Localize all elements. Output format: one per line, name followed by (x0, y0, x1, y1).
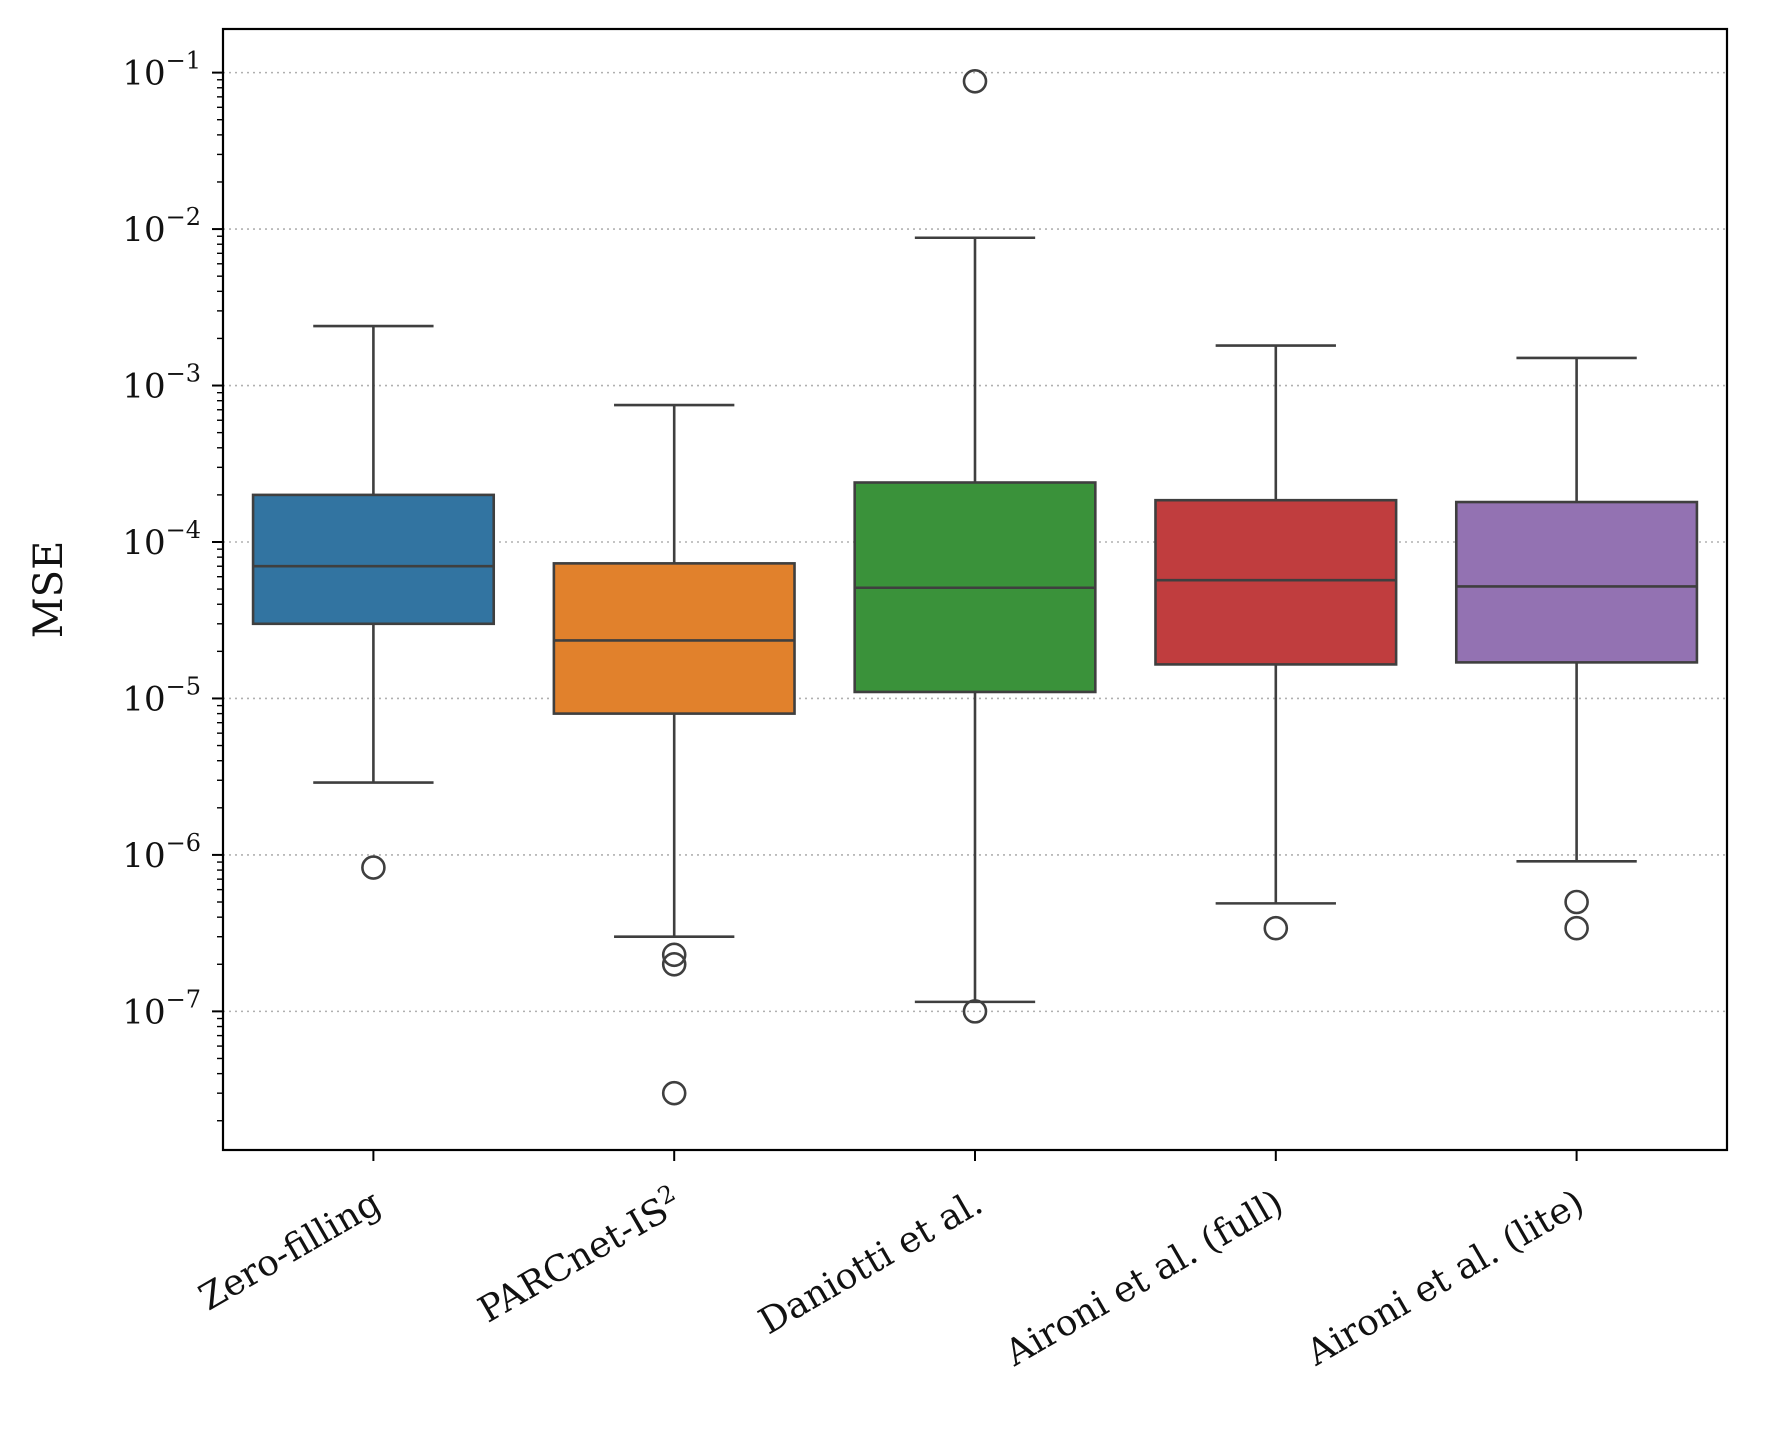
iqr-box (552, 562, 796, 715)
y-tick-label: 10−4 (122, 516, 201, 563)
outlier-point (1564, 915, 1589, 941)
y-tick-label: 10−2 (122, 203, 201, 250)
outlier-point (1564, 889, 1589, 915)
y-tick-label: 10−3 (122, 360, 201, 407)
x-category-label: Daniotti et al. (752, 1182, 989, 1343)
box-aironi-et-al-full- (1154, 344, 1398, 941)
y-tick-label: 10−7 (122, 985, 201, 1032)
y-tick-label: 10−5 (122, 672, 201, 719)
outlier-point (962, 999, 988, 1024)
box-parcnet-is (552, 403, 796, 1106)
iqr-box (1154, 498, 1398, 666)
box-aironi-et-al-lite- (1454, 356, 1699, 941)
x-category-label: PARCnet-IS2 (470, 1179, 689, 1331)
outlier-point (962, 68, 988, 94)
iqr-box (1454, 500, 1699, 664)
outlier-point (661, 951, 687, 977)
y-axis-label: MSE (26, 541, 72, 639)
x-category-label: Aironi et al. (full) (998, 1182, 1291, 1375)
x-category-label: Aironi et al. (lite) (1299, 1182, 1591, 1374)
outlier-point (661, 942, 687, 968)
x-ticks: Zero-filling PARCnet-IS2 Daniotti et al. Ai… (192, 1150, 1591, 1375)
y-major-ticks: 10−7 10−6 10−5 10−4 10−3 10−2 10−1 (122, 47, 223, 1032)
box-zero-filling (251, 324, 496, 880)
x-category-label: Zero-filling (192, 1182, 388, 1319)
boxes (251, 68, 1699, 1106)
iqr-box (251, 493, 496, 626)
outlier-point (361, 855, 386, 880)
plot-area-frame (221, 27, 1729, 1152)
box-daniotti-et-al- (853, 68, 1097, 1024)
outlier-point (1263, 915, 1289, 941)
y-tick-label: 10−6 (122, 829, 201, 876)
y-tick-label: 10−1 (122, 47, 201, 94)
outlier-point (661, 1080, 687, 1106)
